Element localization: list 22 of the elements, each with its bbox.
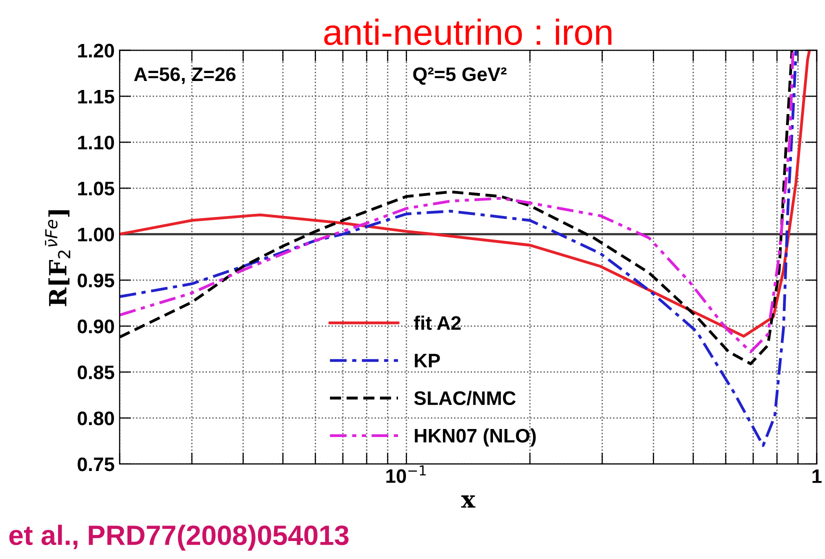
x-tick-label: 10$^{−1}$ [386,465,426,483]
text: et al., PRD77(2008)054013 [9,524,349,551]
y-tick-label: 0.80 [78,411,114,426]
y-axis-title: R[F$_{2}$$^{ν̄Fe}$] [44,210,70,306]
legend-label: SLAC/NMC [414,390,516,406]
annotation: Q²=5 GeV² [413,67,507,85]
legend-label: HKN07 (NLO) [414,428,536,446]
y-tick-label: 1.00 [78,228,114,242]
chart-title: anti-neutrino : iron [324,18,612,46]
y-tick-label: 1.20 [78,44,114,58]
x-tick-label: 1 [812,470,822,483]
y-tick-label: 0.95 [78,274,114,288]
annotation: A=56, Z=26 [134,67,236,84]
y-tick-label: 0.90 [78,320,114,334]
legend-label: KP [414,354,440,368]
y-tick-label: 1.10 [78,136,114,150]
y-tick-label: 0.85 [78,366,114,380]
y-tick-label: 1.15 [78,90,114,104]
legend-label: fit A2 [414,316,461,330]
y-tick-label: 1.05 [78,182,114,196]
y-tick-label: 0.75 [78,457,114,472]
x-axis-title: x [461,495,476,508]
